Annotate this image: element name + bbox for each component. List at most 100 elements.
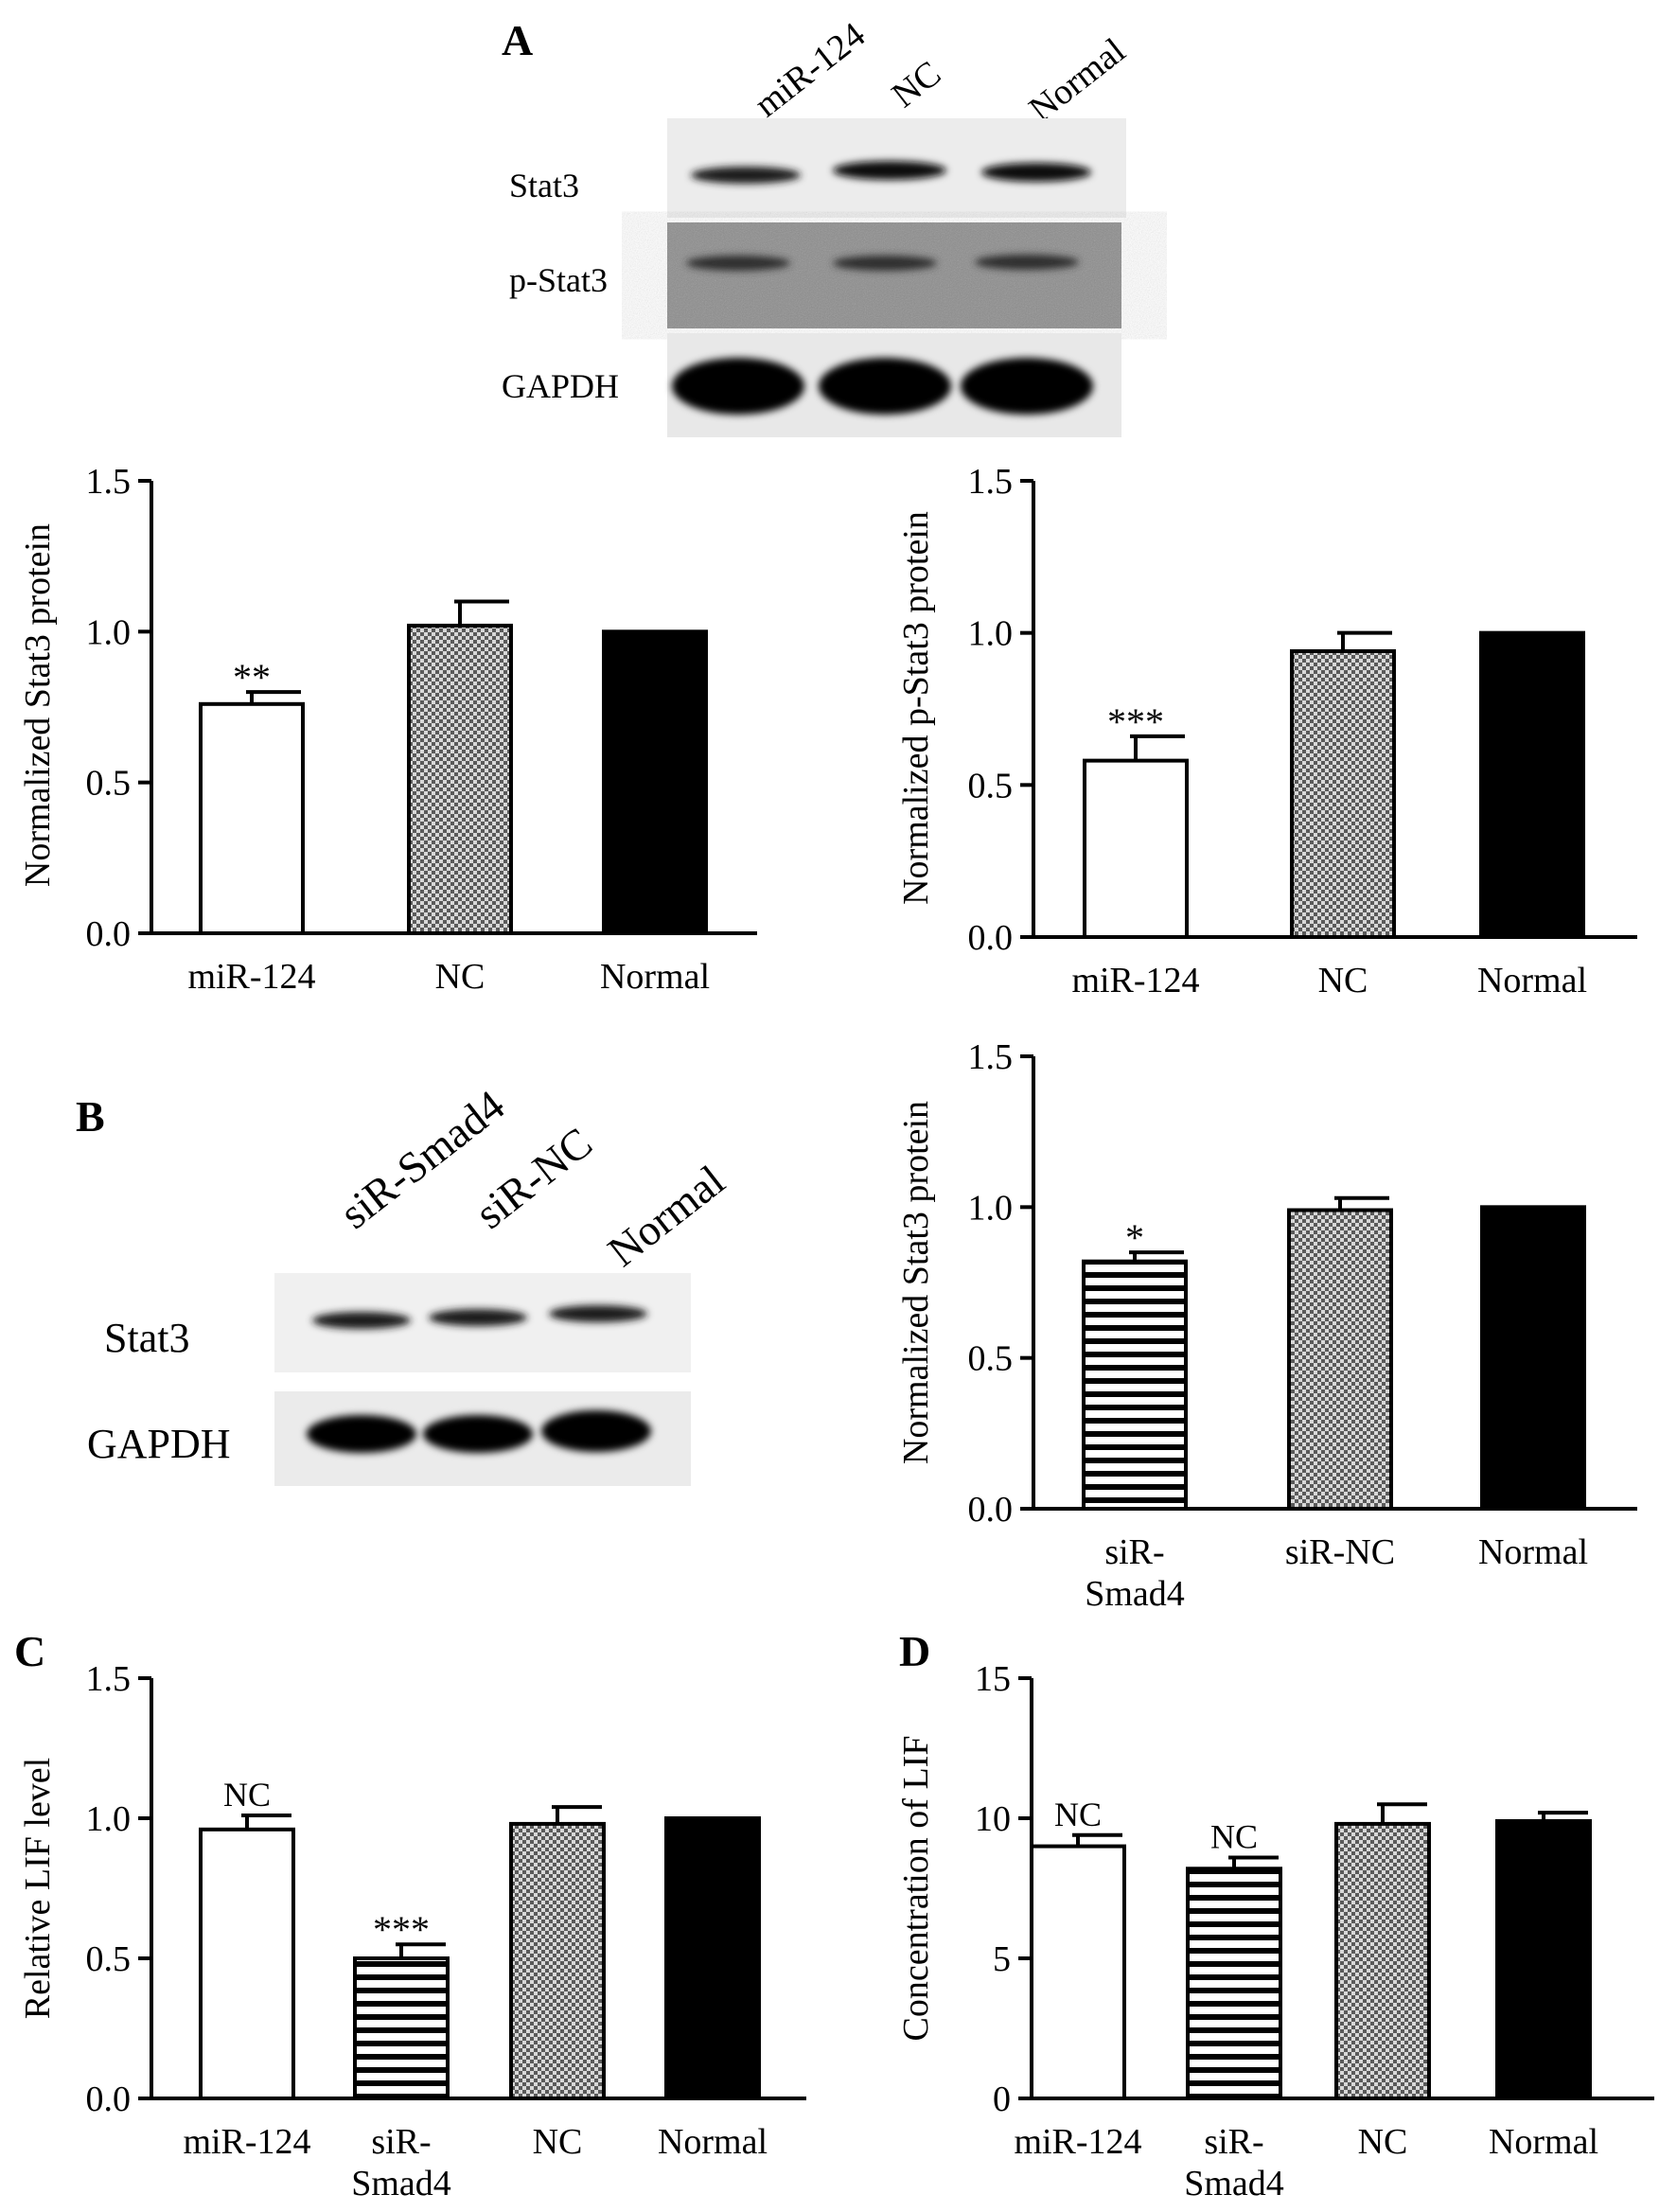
bar xyxy=(407,623,513,936)
category-label: miR-124 xyxy=(1071,961,1199,1000)
category-label: Normal xyxy=(1478,1532,1588,1572)
blot-a-lane-label: miR-124 xyxy=(748,15,873,125)
panel-label-a: A xyxy=(502,16,533,64)
chart-a-stat3: 0.0 0.5 1.0 1.5 Normalized Stat3 protein ** mi… xyxy=(18,462,757,997)
blot-b-row-label: Stat3 xyxy=(104,1315,189,1361)
category-label: siR-Smad4 xyxy=(1184,2122,1284,2203)
significance-label: NC xyxy=(223,1776,271,1814)
category-label: siR-NC xyxy=(1285,1532,1395,1572)
y-tick-label: 0.5 xyxy=(86,1939,132,1979)
bar xyxy=(1480,1205,1586,1512)
blot-band xyxy=(686,256,790,271)
significance-label: * xyxy=(1125,1216,1144,1259)
blot-band xyxy=(833,256,937,271)
significance-label: *** xyxy=(1107,700,1164,743)
bar xyxy=(664,1816,761,2100)
y-tick-label: 0.5 xyxy=(968,1339,1014,1379)
category-label: siR-Smad4 xyxy=(1085,1532,1185,1614)
bar xyxy=(1186,1867,1282,2101)
category-label: siR-Smad4 xyxy=(351,2122,451,2203)
chart-a-pstat3: 0.0 0.5 1.0 1.5 Normalized p-Stat3 protein **… xyxy=(896,462,1637,1000)
category-label: Normal xyxy=(600,957,710,997)
bar xyxy=(199,1827,295,2100)
bar xyxy=(1495,1818,1592,2100)
blot-band xyxy=(833,161,946,180)
y-tick-label: 1.0 xyxy=(86,612,132,652)
significance-label: *** xyxy=(373,1908,430,1951)
blot-band xyxy=(819,358,951,415)
bar xyxy=(1479,630,1585,940)
y-tick-label: 1.5 xyxy=(968,1037,1014,1077)
blot-a-row-label: GAPDH xyxy=(502,367,619,405)
blot-band xyxy=(961,358,1093,415)
bar xyxy=(1290,648,1396,939)
y-axis-label: Normalized Stat3 protein xyxy=(896,1101,936,1464)
y-tick-label: 1.5 xyxy=(968,462,1014,502)
chart-d-lif: 0 5 10 15 Concentration of LIF NC miR-124 NC siR… xyxy=(896,1659,1654,2203)
blot-band xyxy=(549,1305,647,1322)
y-tick-label: 1.5 xyxy=(86,462,132,502)
category-label: miR-124 xyxy=(1014,2122,1141,2162)
y-tick-label: 0.0 xyxy=(968,1490,1014,1530)
significance-label: NC xyxy=(1054,1796,1102,1833)
panel-label-b: B xyxy=(76,1092,105,1141)
y-axis-label: Normalized Stat3 protein xyxy=(18,523,58,887)
y-tick-label: 0.0 xyxy=(86,2079,132,2119)
category-label: NC xyxy=(1358,2122,1408,2162)
bar xyxy=(1083,758,1189,939)
y-tick-label: 0.5 xyxy=(968,766,1014,805)
y-axis-label: Relative LIF level xyxy=(18,1758,58,2019)
significance-label: ** xyxy=(233,656,271,699)
blot-a-row-label: Stat3 xyxy=(509,167,579,204)
panel-label-d: D xyxy=(899,1627,930,1675)
blot-band xyxy=(672,358,804,415)
category-label: Normal xyxy=(1477,961,1587,1000)
blot-band xyxy=(981,163,1091,182)
y-tick-label: 1.0 xyxy=(86,1799,132,1839)
y-tick-label: 15 xyxy=(975,1659,1011,1699)
bar xyxy=(1287,1208,1393,1512)
blot-a-lane-label: NC xyxy=(885,53,948,115)
y-tick-label: 1.5 xyxy=(86,1659,132,1699)
y-tick-label: 0 xyxy=(993,2079,1011,2119)
bar xyxy=(1030,1844,1126,2100)
blot-band xyxy=(691,167,801,184)
blot-band xyxy=(307,1415,416,1453)
blot-band xyxy=(429,1309,527,1326)
chart-c-lif: 0.0 0.5 1.0 1.5 Relative LIF level NC miR-124 *… xyxy=(18,1659,806,2203)
western-blot-a: miR-124 NC Normal Stat3 p-Stat3 GAPDH xyxy=(502,15,1133,437)
y-tick-label: 5 xyxy=(993,1939,1011,1979)
category-label: Normal xyxy=(1489,2122,1598,2162)
blot-a-membrane-noise xyxy=(667,222,1121,328)
blot-band xyxy=(423,1415,533,1453)
bar xyxy=(509,1821,606,2101)
western-blot-b: siR-Smad4 siR-NC Normal Stat3 GAPDH xyxy=(87,1081,733,1486)
category-label: Normal xyxy=(658,2122,768,2162)
category-label: miR-124 xyxy=(183,2122,310,2162)
category-label: NC xyxy=(1318,961,1368,1000)
bar xyxy=(1082,1259,1188,1512)
bar xyxy=(602,629,708,935)
category-label: miR-124 xyxy=(187,957,315,997)
blot-band xyxy=(541,1410,651,1452)
y-axis-label: Concentration of LIF xyxy=(896,1736,936,2042)
category-label: NC xyxy=(533,2122,583,2162)
bar xyxy=(353,1956,450,2100)
significance-label: NC xyxy=(1210,1817,1258,1855)
y-tick-label: 1.0 xyxy=(968,614,1014,654)
blot-a-lane-label: Normal xyxy=(1022,31,1133,131)
bar xyxy=(199,701,305,936)
blot-a-row-label: p-Stat3 xyxy=(509,261,608,299)
blot-b-row-label: GAPDH xyxy=(87,1421,231,1467)
bar xyxy=(1334,1821,1431,2101)
panel-label-c: C xyxy=(14,1627,45,1675)
y-tick-label: 0.5 xyxy=(86,764,132,804)
blot-band xyxy=(312,1312,411,1329)
blot-b-lane-label: Normal xyxy=(599,1156,733,1276)
y-tick-label: 0.0 xyxy=(968,918,1014,958)
y-axis-label: Normalized p-Stat3 protein xyxy=(896,511,936,905)
blot-band xyxy=(975,255,1079,270)
y-tick-label: 10 xyxy=(975,1799,1011,1839)
y-tick-label: 0.0 xyxy=(86,914,132,954)
